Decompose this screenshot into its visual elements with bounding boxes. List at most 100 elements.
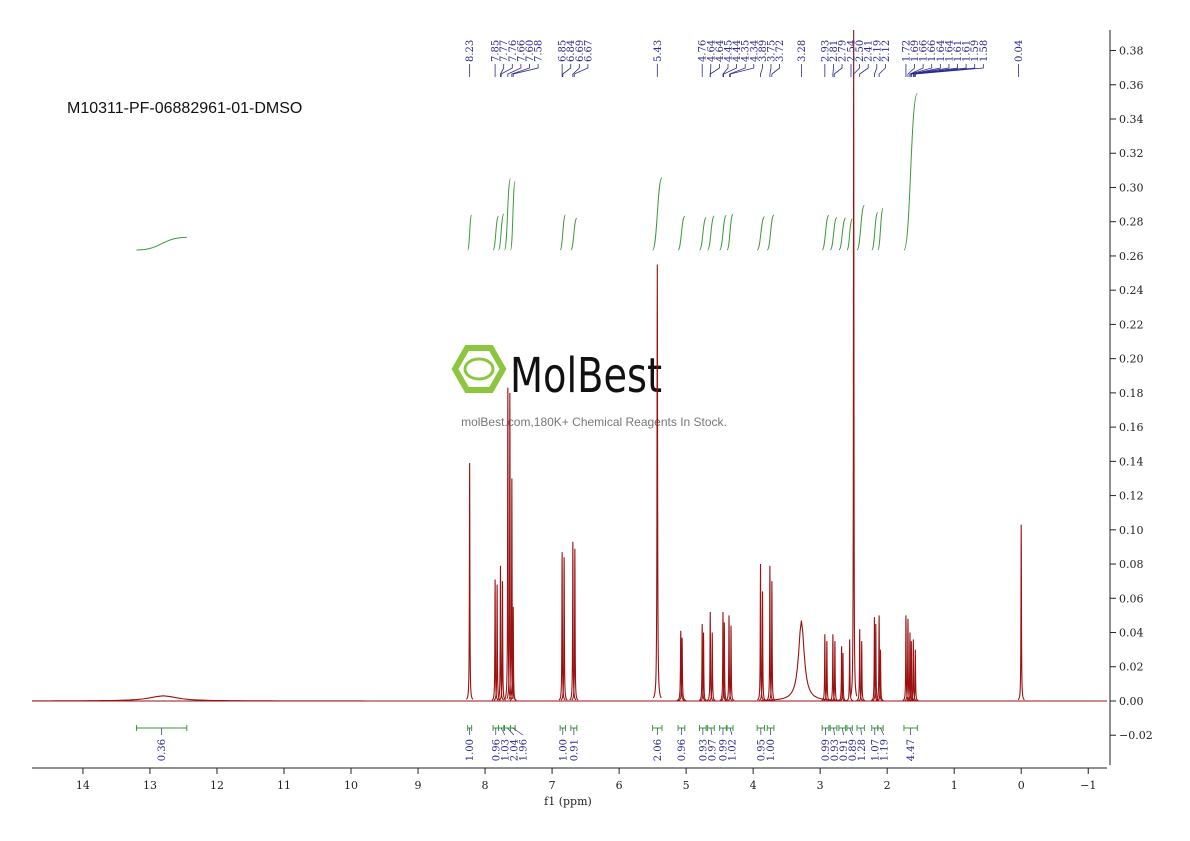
integral-leader bbox=[849, 727, 853, 736]
integral-label: 0.96 bbox=[491, 739, 502, 761]
x-tick-label: 12 bbox=[210, 779, 224, 792]
integral-curve bbox=[756, 216, 766, 251]
peak bbox=[839, 653, 847, 702]
peak bbox=[877, 649, 884, 702]
peak-label-leader bbox=[874, 64, 878, 77]
peak-label: 1.69 bbox=[910, 40, 921, 62]
y-tick-label: 0.26 bbox=[1119, 250, 1144, 263]
integral-curve bbox=[856, 204, 865, 251]
integral-leader bbox=[512, 727, 523, 736]
peak bbox=[768, 581, 776, 701]
peak-label: 3.72 bbox=[775, 40, 786, 62]
integral-curve bbox=[492, 215, 499, 251]
peak-label-leader bbox=[562, 64, 572, 77]
y-tick-label: −0.02 bbox=[1119, 729, 1153, 742]
peak-label-leader bbox=[500, 64, 505, 77]
y-tick-label: 0.00 bbox=[1119, 695, 1144, 708]
peak bbox=[491, 579, 499, 701]
peak-label: 5.43 bbox=[653, 40, 664, 62]
peak-label: 4.45 bbox=[723, 40, 734, 62]
x-tick-label: −1 bbox=[1080, 779, 1096, 792]
integral-label: 0.93 bbox=[830, 739, 841, 761]
integral-label: 0.97 bbox=[707, 739, 718, 761]
peak-label: 7.85 bbox=[491, 40, 502, 62]
x-tick-label: 11 bbox=[277, 779, 291, 792]
integral-label: 4.47 bbox=[906, 739, 917, 761]
peak-label: 4.34 bbox=[749, 40, 760, 62]
peak-label-leader bbox=[723, 64, 737, 77]
peak-label-leader bbox=[573, 64, 589, 77]
peak-label: 6.84 bbox=[566, 40, 577, 62]
peak-label: 8.23 bbox=[465, 40, 476, 62]
peak bbox=[759, 591, 767, 701]
y-tick-label: 0.22 bbox=[1119, 318, 1144, 331]
peak-label: 6.67 bbox=[583, 40, 594, 62]
y-tick-label: 0.20 bbox=[1119, 353, 1144, 366]
y-tick-label: 0.36 bbox=[1119, 79, 1144, 92]
integral-leader bbox=[860, 727, 862, 736]
peak bbox=[823, 641, 831, 702]
x-tick-label: 14 bbox=[76, 779, 90, 792]
peak bbox=[466, 463, 474, 700]
peak bbox=[560, 557, 568, 701]
peak-label-leader bbox=[914, 64, 984, 77]
y-tick-label: 0.08 bbox=[1119, 558, 1144, 571]
peak-label: 1.61 bbox=[953, 40, 964, 62]
integral-leader bbox=[880, 727, 885, 736]
x-tick-label: 7 bbox=[549, 779, 556, 792]
peak bbox=[498, 581, 506, 701]
integral-label: 2.06 bbox=[653, 739, 664, 761]
integral-leader bbox=[833, 727, 835, 736]
integral-curve bbox=[846, 218, 853, 251]
integral-label: 1.28 bbox=[857, 739, 868, 761]
peak bbox=[569, 541, 577, 701]
peak-label-leader bbox=[909, 64, 933, 77]
spectrum bbox=[32, 30, 1107, 702]
integral-leader bbox=[710, 727, 713, 736]
x-axis-label: f1 (ppm) bbox=[544, 795, 592, 808]
peak-label: 6.85 bbox=[558, 40, 569, 62]
integral-curve bbox=[699, 216, 707, 251]
x-tick-label: 13 bbox=[143, 779, 157, 792]
peak bbox=[911, 649, 919, 702]
integral-curve bbox=[871, 212, 879, 251]
peak-label: 4.64 bbox=[715, 40, 726, 62]
peak bbox=[700, 632, 707, 702]
integral-curve bbox=[677, 215, 686, 251]
peak-label: 1.59 bbox=[970, 40, 981, 62]
peak bbox=[493, 584, 501, 701]
peak-label: 1.64 bbox=[936, 40, 947, 62]
integral-bracket bbox=[707, 725, 715, 731]
peak-label: 1.66 bbox=[919, 40, 930, 62]
peak-label-leader bbox=[729, 64, 755, 77]
peak bbox=[652, 264, 662, 699]
integral-bracket bbox=[877, 725, 884, 731]
peak-label-leader bbox=[729, 64, 746, 77]
y-tick-label: 0.38 bbox=[1119, 45, 1144, 58]
peak-label-leader bbox=[500, 64, 513, 77]
integral-curve bbox=[136, 236, 187, 251]
peak bbox=[849, 30, 858, 697]
integral-label: 0.96 bbox=[677, 739, 688, 761]
peak-label: 7.76 bbox=[508, 40, 519, 62]
integral-label: 1.00 bbox=[465, 739, 476, 761]
integral-leader bbox=[729, 727, 733, 736]
peak-label: 1.58 bbox=[979, 40, 990, 62]
peak-label-leader bbox=[853, 64, 860, 77]
x-tick-label: 5 bbox=[683, 779, 690, 792]
integral-label: 0.36 bbox=[157, 739, 168, 761]
peak-label: 1.72 bbox=[901, 40, 912, 62]
peak-label-leader bbox=[769, 64, 772, 77]
integral-curve bbox=[652, 177, 663, 251]
peak bbox=[676, 630, 685, 702]
peak bbox=[708, 632, 716, 702]
integral-curve bbox=[838, 217, 847, 251]
integral-label: 0.91 bbox=[839, 739, 850, 761]
peak-label-leader bbox=[878, 64, 886, 77]
y-tick-label: 0.12 bbox=[1119, 490, 1144, 503]
integral-curve bbox=[903, 93, 918, 251]
y-tick-label: 0.34 bbox=[1119, 113, 1144, 126]
integral-curve bbox=[467, 214, 473, 251]
